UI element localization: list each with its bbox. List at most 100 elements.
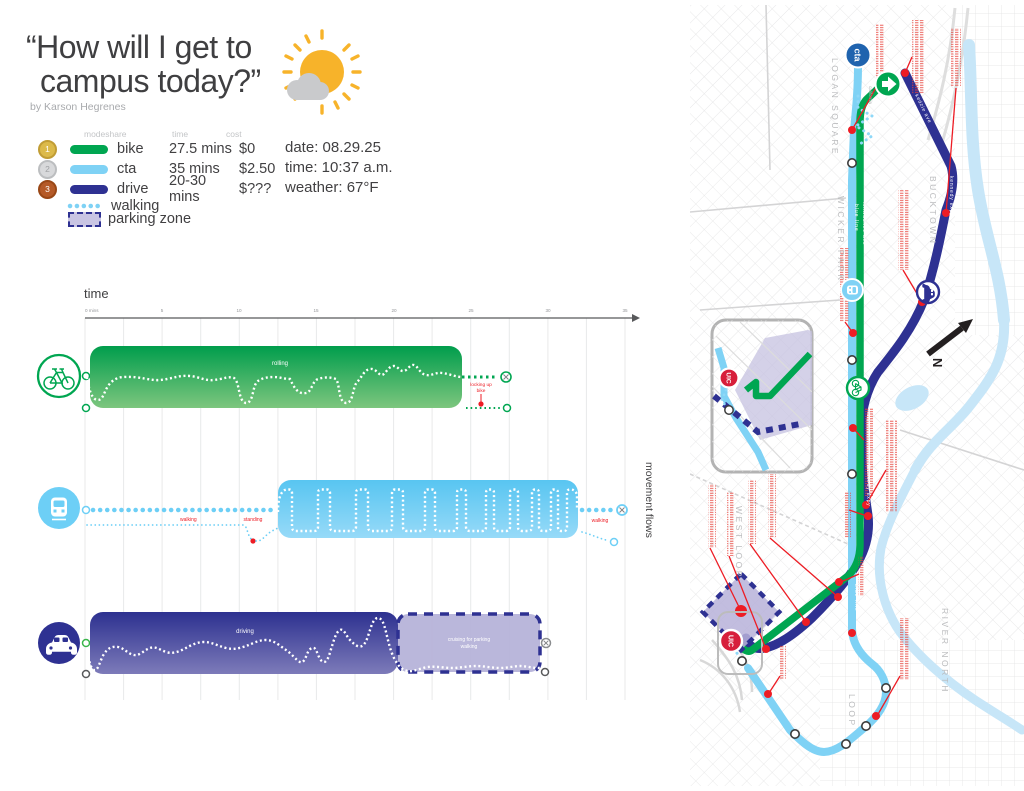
svg-text:20: 20 [391,308,397,313]
neighborhood-wicker-park: WICKER PARK [836,196,846,282]
annotation-leader-lines [709,56,957,717]
bike-start-marker [81,371,91,381]
axis-arrowhead [632,314,640,322]
title-line-2: campus today?” [40,63,261,99]
map-bike-icon [845,375,871,401]
bike-color-swatch [70,144,108,154]
bike-annotation-line1: locking up [470,382,492,388]
cta-row: walking standing walking [38,480,628,547]
start-badge [874,70,902,98]
drive-flow-line [85,616,540,673]
legend-header-time: time [172,129,189,139]
compass-arrow-icon [958,319,973,333]
legend-walking: walking [66,198,159,214]
svg-text:cta: cta [853,48,863,62]
bike-annotation-dot [478,401,484,407]
milwaukee-ave-label: milwaukee ave [861,202,867,245]
start-arrow-icon [882,76,897,92]
bike-bar-label: rolling [272,361,288,367]
neighborhood-loop: LOOP [847,694,857,728]
route-map: blue line blue line milwaukee ave kedzie… [690,5,1024,786]
legend-header-modeshare: modeshare [84,129,127,139]
cta-start-marker [81,505,91,515]
blue-line-label-2: blue line [853,584,859,612]
cta-flow-line [276,488,579,533]
parking-label-line1: cruising for parking [448,637,490,643]
svg-text:UIC: UIC [725,372,732,384]
cta-color-swatch [70,164,108,174]
drive-row: driving cruising for parking walking [38,612,552,679]
cta-logo-badge: cta [844,41,872,69]
bike-start-marker-low [81,403,91,413]
svg-text:UIC: UIC [727,635,734,647]
drive-end-marker-low [540,667,550,677]
svg-text:5: 5 [161,308,164,313]
cta-time: 35 mins [169,161,220,177]
drive-bar-label: driving [236,629,254,635]
legend: 1 bike 27.5 mins $0 2 cta 35 mins $2.50 … [38,139,276,205]
legend-row-drive: 3 drive 20-30 mins $??? [38,173,275,205]
bike-cost: $0 [239,141,256,157]
rank-2-medal-icon: 2 [38,159,57,179]
bike-row: rolling locking up bike [36,346,512,413]
cta-riding-bar [278,480,578,538]
walking-label: walking [111,198,160,214]
cta-standing-label: standing [244,517,263,523]
inset-walking-dots [720,388,729,410]
drive-driving-bar [90,612,398,674]
drive-parking-zone [396,612,542,674]
time-axis-title: time [84,286,109,301]
bike-flow-line [85,363,463,405]
neighborhood-logan-square: LOGAN SQUARE [830,58,840,156]
drive-cost: $??? [239,181,272,197]
kennedy-expy-label-1: kennedy expy [948,176,954,216]
walking-dots-icon [67,203,106,209]
neighborhood-west-loop: WEST LOOP [734,506,744,579]
compass-n-label: N [930,358,945,367]
major-streets [690,5,1024,553]
drive-time: 20-30 mins [169,173,207,205]
bike-label: bike [117,141,144,157]
cta-end-marker-low [609,537,619,547]
cloud [287,73,329,100]
inset-uic-badge: UIC [718,367,740,389]
svg-text:25: 25 [468,308,474,313]
bike-end-marker-low [502,403,512,413]
axis-tick-labels: 0 mins 5 10 15 20 25 30 35 [85,308,628,313]
drive-start-marker-low [81,669,91,679]
title-line-1: “How will I get to [26,29,252,65]
cta-lower-dotted-1 [86,524,254,541]
bicycle-glyph [43,368,75,390]
time-value: time: 10:37 a.m. [285,159,393,176]
cta-walking-label-1: walking [180,517,197,523]
california-street-label: california [868,86,873,105]
cta-label: cta [117,161,137,177]
blue-line-label-1: blue line [853,204,859,232]
inset-source-outline [717,611,763,675]
legend-parking: parking zone [68,211,191,227]
drive-start-marker [81,638,91,648]
cta-walking-label-2: walking [592,518,609,524]
cta-lower-dotted-2 [581,531,607,541]
drive-color-swatch [70,184,108,194]
svg-text:0 mins: 0 mins [85,308,99,313]
inset-station-dot [724,405,734,415]
compass: N [926,319,973,367]
movement-flow-chart: time 0 mins 5 10 15 20 25 30 35 movement… [36,286,655,700]
legend-row-bike: 1 bike 27.5 mins $0 [38,139,275,159]
rank-3-medal-icon: 3 [38,179,57,199]
cta-cost: $2.50 [239,161,276,177]
date-value: date: 08.29.25 [285,139,381,156]
kennedy-expy-label-2: kennedy expy [865,466,871,506]
car-glyph [45,635,77,655]
uic-destination-badge: UIC [718,628,744,654]
train-glyph [51,497,67,521]
cta-standing-dot [250,538,256,544]
map-car-icon [915,279,941,305]
page-title: “How will I get to campus today?” [26,30,261,98]
parking-zone-icon [68,211,101,227]
byline: by Karson Hegrenes [30,101,126,113]
parking-zone-label: parking zone [108,211,192,227]
movement-flows-axis-label: movement flows [643,462,655,538]
